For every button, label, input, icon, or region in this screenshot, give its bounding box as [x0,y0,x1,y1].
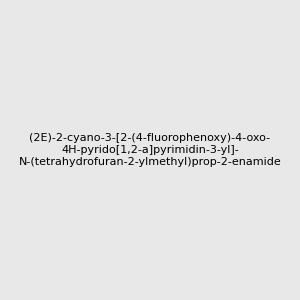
Text: (2E)-2-cyano-3-[2-(4-fluorophenoxy)-4-oxo-
4H-pyrido[1,2-a]pyrimidin-3-yl]-
N-(t: (2E)-2-cyano-3-[2-(4-fluorophenoxy)-4-ox… [19,134,281,166]
